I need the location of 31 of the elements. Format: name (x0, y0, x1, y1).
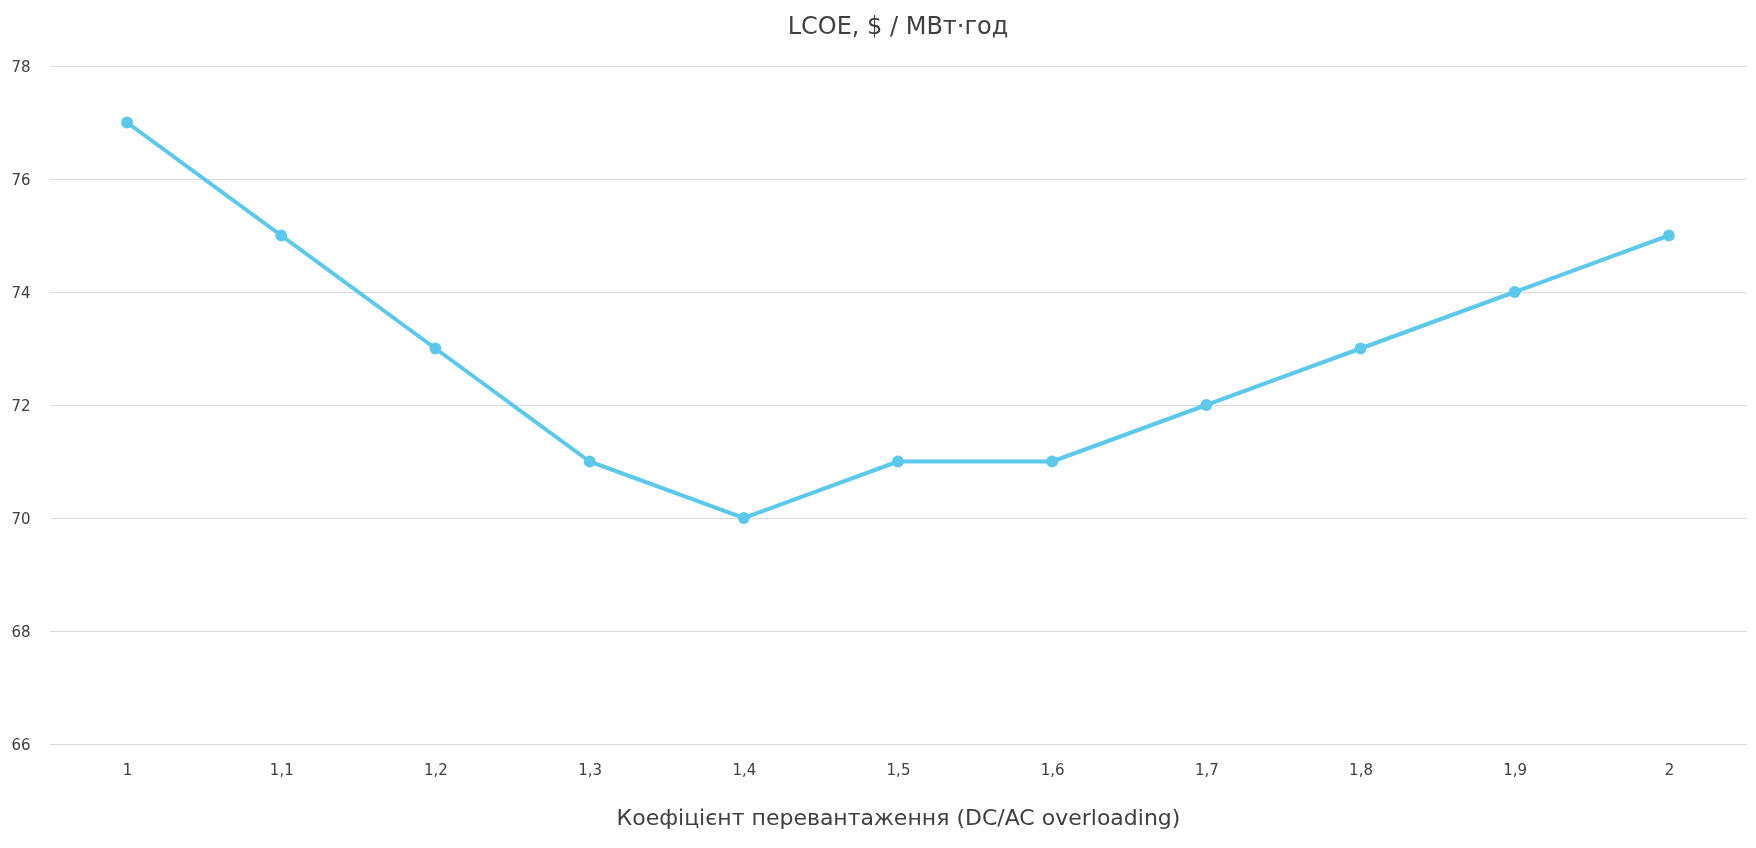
x-tick-label: 2 (1664, 760, 1675, 779)
x-tick-label: 1,6 (1040, 760, 1065, 779)
point (275, 229, 288, 242)
y-tick-label: 76 (11, 170, 31, 189)
point (1508, 286, 1521, 298)
x-axis-title: Коефіцієнт перевантаження (DC/AC overloading) (616, 804, 1181, 830)
x-tick-label: 1 (122, 760, 133, 779)
point (583, 455, 596, 468)
chart-title: LCOE, $ / МВт·год (787, 12, 1009, 40)
x-tick-label: 1,9 (1503, 760, 1528, 779)
y-tick-label: 78 (11, 57, 31, 76)
point (429, 342, 442, 355)
y-tick-label: 66 (11, 735, 31, 754)
y-tick-label: 70 (11, 509, 31, 528)
x-tick-label: 1,3 (578, 760, 603, 779)
point (1662, 229, 1675, 242)
y-tick-label: 72 (11, 396, 31, 415)
x-tick-label: 1,2 (424, 760, 448, 779)
point (737, 512, 750, 524)
point (121, 116, 134, 129)
x-tick-label: 1,5 (886, 760, 911, 779)
x-tick-label: 1,7 (1194, 760, 1219, 779)
point (892, 455, 904, 468)
y-tick-label: 68 (11, 622, 31, 641)
point (1354, 342, 1367, 355)
x-tick-label: 1,1 (269, 760, 294, 779)
x-tick-label: 1,8 (1349, 760, 1373, 779)
y-tick-label: 74 (11, 283, 31, 302)
point (1046, 455, 1059, 468)
x-tick-label: 1,4 (732, 760, 757, 779)
point (1200, 399, 1213, 411)
